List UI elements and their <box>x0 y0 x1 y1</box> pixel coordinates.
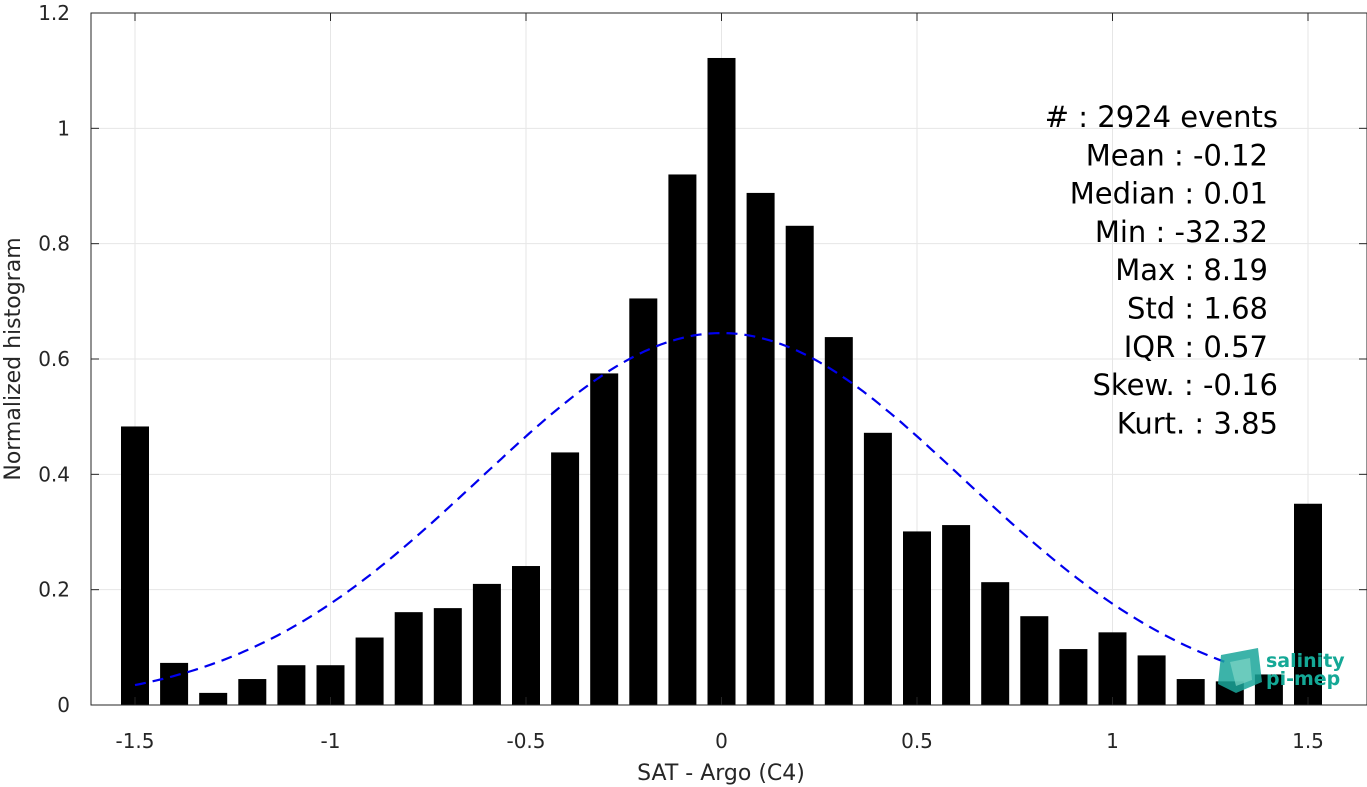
stat-line: Std : 1.68 <box>1127 292 1268 326</box>
histogram-bars <box>121 57 1322 706</box>
stat-line: Skew. : -0.16 <box>1092 368 1278 402</box>
x-tick-label: -0.5 <box>506 729 545 753</box>
y-tick-label: 0.4 <box>38 462 70 486</box>
statistics-box: # : 2924 events Mean : -0.12 Median : 0.01… <box>1045 100 1278 440</box>
histogram-bar <box>824 337 853 705</box>
stat-line: Kurt. : 3.85 <box>1117 406 1278 440</box>
histogram-bar <box>785 225 814 706</box>
y-tick-label: 0.2 <box>38 578 70 602</box>
histogram-bar <box>981 582 1010 705</box>
histogram-bar <box>629 298 658 705</box>
y-tick-label: 1.2 <box>38 1 70 25</box>
histogram-bar <box>1059 649 1088 705</box>
histogram-bar <box>903 531 931 705</box>
y-axis-label: Normalized histogram <box>1 237 26 480</box>
histogram-bar <box>863 432 892 705</box>
x-tick-label: 0.5 <box>901 729 933 753</box>
gaussian-fit-curve <box>134 332 1231 687</box>
histogram-bar <box>1020 616 1049 705</box>
histogram-bar <box>121 426 149 705</box>
histogram-bar <box>394 612 423 705</box>
histogram-bar <box>668 174 697 705</box>
histogram-bar <box>355 637 384 705</box>
x-tick-label: -1.5 <box>115 729 154 753</box>
histogram-bar <box>746 192 775 706</box>
histogram-bar <box>590 373 619 705</box>
histogram-bar <box>472 583 501 705</box>
histogram-bar <box>1176 679 1205 705</box>
y-axis-ticks: 0 0.2 0.4 0.6 0.8 1 1.2 <box>38 1 1367 717</box>
stat-line: Mean : -0.12 <box>1086 138 1268 172</box>
histogram-bar <box>1294 503 1322 705</box>
histogram-bar <box>1098 632 1127 705</box>
histogram-bar <box>942 525 971 705</box>
histogram-bar <box>238 679 267 705</box>
y-tick-label: 0.8 <box>38 232 70 256</box>
stat-line: # : 2924 events <box>1045 100 1278 134</box>
salinity-pimep-logo: salinity pi-mep <box>1218 648 1345 693</box>
logo-mark-icon <box>1218 648 1262 693</box>
histogram-bar <box>551 452 580 705</box>
histogram-bar <box>160 662 189 705</box>
logo-line-1: salinity <box>1266 650 1345 672</box>
y-tick-label: 0 <box>57 693 70 717</box>
histogram-bar <box>433 608 462 705</box>
x-axis-ticks: -1.5 -1 -0.5 0 0.5 1 1.5 <box>115 13 1324 753</box>
x-tick-label: 0 <box>715 729 728 753</box>
x-axis-label: SAT - Argo (C4) <box>637 761 805 786</box>
stat-line: IQR : 0.57 <box>1124 330 1268 364</box>
x-tick-label: 1 <box>1106 729 1119 753</box>
y-tick-label: 0.6 <box>38 347 70 371</box>
stat-line: Min : -32.32 <box>1095 215 1268 249</box>
stat-line: Max : 8.19 <box>1115 253 1268 287</box>
histogram-bar <box>707 57 736 706</box>
y-tick-label: 1 <box>57 116 70 140</box>
logo-line-2: pi-mep <box>1266 668 1340 690</box>
stat-line: Median : 0.01 <box>1070 177 1268 211</box>
x-tick-label: -1 <box>321 729 341 753</box>
x-tick-label: 1.5 <box>1292 729 1324 753</box>
histogram-bar <box>199 692 228 705</box>
histogram-bar <box>1137 655 1166 705</box>
histogram-bar <box>512 566 540 705</box>
histogram-bar <box>277 665 306 705</box>
